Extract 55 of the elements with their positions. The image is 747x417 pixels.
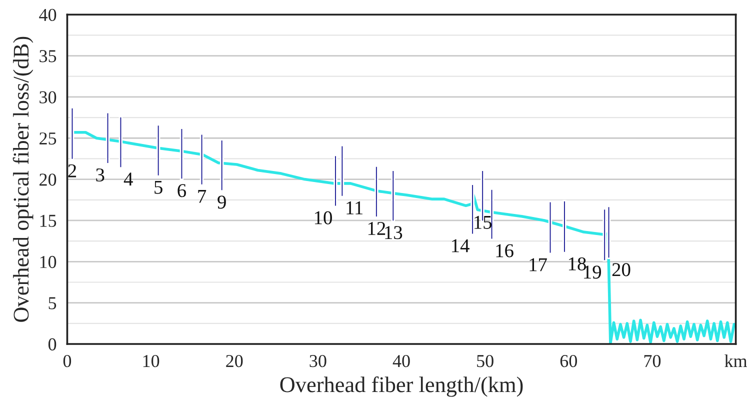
series-label: 16 (496, 244, 514, 258)
y-tick-label: 25 (40, 132, 56, 145)
series-label: 17 (530, 258, 547, 272)
bar (156, 124, 160, 177)
x-axis-title: Overhead fiber length/(km) (280, 376, 523, 397)
bar (106, 112, 110, 164)
series-label: 3 (96, 168, 104, 182)
bar (220, 139, 224, 192)
bar (200, 133, 204, 186)
bar (340, 144, 344, 198)
bar (334, 154, 338, 208)
series-label: 14 (452, 239, 470, 252)
y-tick-label: 5 (48, 297, 56, 310)
bar (391, 170, 396, 222)
bar (180, 128, 184, 180)
series-label: 12 (368, 222, 386, 235)
bar (548, 200, 552, 254)
x-tick-label: 70 (644, 354, 661, 368)
series-label: 13 (385, 226, 402, 240)
y-axis-title: Overhead optical fiber loss/(dB) (12, 36, 34, 322)
x-tick-label: 60 (560, 354, 577, 368)
x-tick-label: 10 (143, 354, 160, 368)
y-tick-label: 20 (40, 174, 56, 186)
series-label: 7 (198, 190, 206, 203)
bar (470, 184, 474, 236)
y-tick-label: 0 (48, 338, 56, 350)
y-tick-label: 10 (40, 256, 56, 268)
series-label: 15 (474, 216, 492, 229)
x-tick-label: 20 (226, 354, 243, 368)
bar (118, 116, 123, 168)
x-tick-label: 30 (310, 354, 326, 368)
series-label: 10 (314, 211, 332, 224)
y-tick-label: 15 (40, 214, 56, 227)
x-tick-label: 0 (63, 354, 72, 368)
y-tick-label: 30 (40, 91, 56, 104)
series-label: 20 (612, 263, 630, 276)
series-label: 6 (178, 184, 186, 198)
bar (562, 200, 566, 254)
bar (602, 208, 606, 262)
series-label: 2 (68, 164, 76, 178)
series-label: 18 (568, 257, 586, 270)
bar (374, 165, 378, 218)
bar (490, 188, 494, 240)
bar (606, 206, 611, 260)
bar (70, 106, 74, 160)
x-tick-label: 50 (477, 354, 494, 368)
y-tick-label: 35 (40, 50, 56, 62)
series-label: 9 (218, 196, 226, 209)
series-label: 19 (584, 266, 602, 279)
x-tick-label: km (724, 354, 747, 367)
series-label: 4 (124, 172, 133, 186)
series-label: 5 (154, 180, 162, 194)
series-label: 11 (346, 201, 363, 214)
y-tick-label: 40 (39, 8, 56, 22)
x-tick-label: 40 (392, 354, 410, 368)
